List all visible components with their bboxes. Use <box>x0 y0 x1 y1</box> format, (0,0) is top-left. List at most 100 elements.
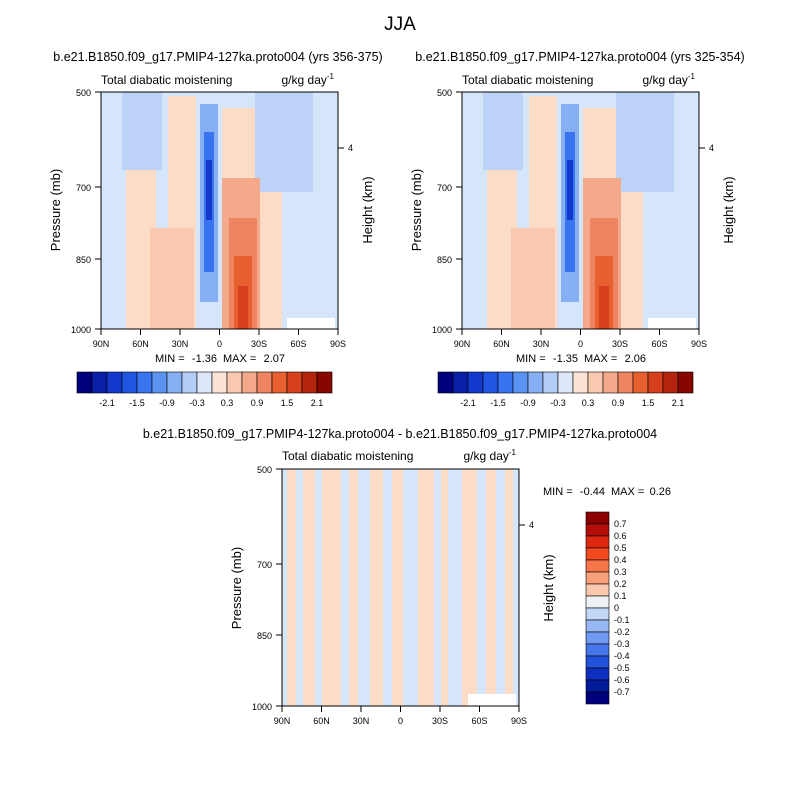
panel-1-xtick-label-30n: 30N <box>172 339 189 349</box>
panel-3-colorbar-box <box>585 595 610 609</box>
panel-3-title: b.e21.B1850.f09_g17.PMIP4-127ka.proto004… <box>143 427 657 441</box>
panel-3-colorbar-box <box>585 547 610 561</box>
panel-1-xtick-label-90n: 90N <box>93 339 110 349</box>
panel-3-colorbar-box <box>585 667 610 681</box>
panel-3-colorbar-label: 0.4 <box>614 555 627 565</box>
panel-2-colorbar-box <box>437 371 454 394</box>
panel-1-xtick-label-60n: 60N <box>132 339 149 349</box>
panel-2-colorbar-box <box>452 371 469 394</box>
panel-1-colorbar-box <box>136 371 153 394</box>
panel-3-units-base: g/kg day <box>464 449 509 463</box>
panel-3-band-pos-5 <box>370 469 383 706</box>
panel-2-plot-area <box>461 91 700 330</box>
panel-3-xtick-label-90s: 90S <box>511 716 527 726</box>
panel-2-title: b.e21.B1850.f09_g17.PMIP4-127ka.proto004… <box>415 50 744 64</box>
panel-1: b.e21.B1850.f09_g17.PMIP4-127ka.proto004… <box>48 50 383 408</box>
panel-2-colorbar-box <box>617 371 634 394</box>
panel-1-band-neg-top-1 <box>122 92 162 170</box>
panel-1-xtick-label-30s: 30S <box>251 339 267 349</box>
panel-1-ytick-label-700: 700 <box>76 183 91 193</box>
panel-2-units-base: g/kg day <box>643 73 688 87</box>
panel-2-colorbar-label: -2.1 <box>460 398 476 408</box>
panel-1-colorbar-label: -1.5 <box>129 398 145 408</box>
panel-2-colorbar-box <box>542 371 559 394</box>
panel-2-colorbar-label: -0.3 <box>550 398 566 408</box>
panel-3-ytick-label-500: 500 <box>257 465 272 475</box>
panel-3-colorbar-box <box>585 571 610 585</box>
panel-3-colorbar-label: 0.5 <box>614 543 627 553</box>
panel-3-colorbar-box <box>585 523 610 537</box>
panel-1-max-value: 2.07 <box>264 353 285 365</box>
panel-3-colorbar-label: 0.1 <box>614 591 627 601</box>
panel-2-y-axis: 500 700 850 1000 Pressure (mb) 4 Height … <box>409 88 736 335</box>
panel-2-colorbar-box <box>602 371 619 394</box>
panel-3-max-value: 0.26 <box>650 486 671 498</box>
panel-2-core-pos-1 <box>511 228 555 329</box>
panel-3-min-value: -0.44 <box>580 486 605 498</box>
panel-1-units-base: g/kg day <box>282 73 327 87</box>
panel-3-band-pos-8 <box>441 469 448 706</box>
panel-1-colorbar-box <box>76 371 93 394</box>
panel-1-y-label-right: Height (km) <box>360 176 375 243</box>
panel-2-ytick-label-850: 850 <box>437 255 452 265</box>
panel-2-stats: MIN = -1.35 MAX = 2.06 <box>516 353 646 365</box>
panel-2-max-value: 2.06 <box>625 353 646 365</box>
panel-1-xtick-label-60s: 60S <box>290 339 306 349</box>
panel-3-band-pos-11 <box>505 469 513 706</box>
panel-3-band-pos-9 <box>462 469 477 706</box>
panel-1-colorbar-box <box>211 371 228 394</box>
panel-1-core-neg-3 <box>206 160 212 220</box>
panel-3-colorbar-box <box>585 583 610 597</box>
panel-3-units-exp: -1 <box>509 448 517 457</box>
panel-3-xtick-label-90n: 90N <box>274 716 291 726</box>
panel-3-colorbar-label: 0.2 <box>614 579 627 589</box>
panel-1-colorbar-box <box>271 371 288 394</box>
panel-3-x-axis: 90N 60N 30N 0 30S 60S 90S <box>274 706 527 726</box>
panel-1-ytick-label-850: 850 <box>76 255 91 265</box>
panel-1-min-value: -1.36 <box>192 353 217 365</box>
panel-2-y-label: Pressure (mb) <box>409 169 424 251</box>
panel-3-xtick-label-0: 0 <box>398 716 403 726</box>
panel-2-core-neg-3 <box>567 160 573 220</box>
panel-1-band-neg-top-2 <box>255 92 313 192</box>
panel-1-colorbar-box <box>166 371 183 394</box>
panel-2-units-exp: -1 <box>688 72 696 81</box>
panel-1-colorbar-label: -0.9 <box>159 398 175 408</box>
panel-2-min-label: MIN = <box>516 353 546 365</box>
panel-3-band-pos-10 <box>486 469 496 706</box>
panel-3-colorbar-label: -0.4 <box>614 651 630 661</box>
panel-2-xtick-label-30s: 30S <box>612 339 628 349</box>
panel-1-colorbar-box <box>226 371 243 394</box>
panel-3-colorbar-box <box>585 655 610 669</box>
panel-1-colorbar-box <box>256 371 273 394</box>
panel-3: b.e21.B1850.f09_g17.PMIP4-127ka.proto004… <box>143 427 671 726</box>
panel-1-colorbar-box <box>241 371 258 394</box>
panel-1-ytick-right-label-4: 4 <box>348 143 353 153</box>
panel-2-colorbar-box <box>497 371 514 394</box>
panel-3-xtick-label-30n: 30N <box>353 716 370 726</box>
panel-3-colorbar: 0.7 0.6 0.5 0.4 0.3 0.2 0.1 0 -0.1 -0.2 -0.3 -0.4 -0… <box>585 511 630 705</box>
panel-3-band-pos-7 <box>418 469 434 706</box>
panel-2-band-neg-top-2 <box>616 92 674 192</box>
panel-1-colorbar-label: 0.3 <box>221 398 234 408</box>
panel-3-colorbar-label: -0.6 <box>614 675 630 685</box>
panel-2-colorbar-label: 2.1 <box>672 398 685 408</box>
panel-1-colorbar-label: 2.1 <box>311 398 324 408</box>
panel-3-band-pos-2 <box>303 469 315 706</box>
panel-3-y-label: Pressure (mb) <box>229 547 244 629</box>
panel-2-left-subtitle: Total diabatic moistening <box>462 73 593 87</box>
panel-3-ytick-label-850: 850 <box>257 631 272 641</box>
panel-2-colorbar-label: 0.9 <box>612 398 625 408</box>
panel-3-colorbar-label: 0.6 <box>614 531 627 541</box>
panel-2-colorbar-box <box>467 371 484 394</box>
panel-1-core-pos-1 <box>150 228 194 329</box>
panel-3-colorbar-label: -0.5 <box>614 663 630 673</box>
panel-3-band-pos-3 <box>322 469 341 706</box>
panel-2-colorbar-label: 0.3 <box>582 398 595 408</box>
panel-3-white-box <box>468 694 516 706</box>
panel-2-colorbar-box <box>512 371 529 394</box>
panel-2-colorbar-box <box>482 371 499 394</box>
panel-2-core-pos-5 <box>599 286 609 329</box>
panel-2-max-label: MAX = <box>584 353 617 365</box>
panel-2-ytick-label-700: 700 <box>437 183 452 193</box>
